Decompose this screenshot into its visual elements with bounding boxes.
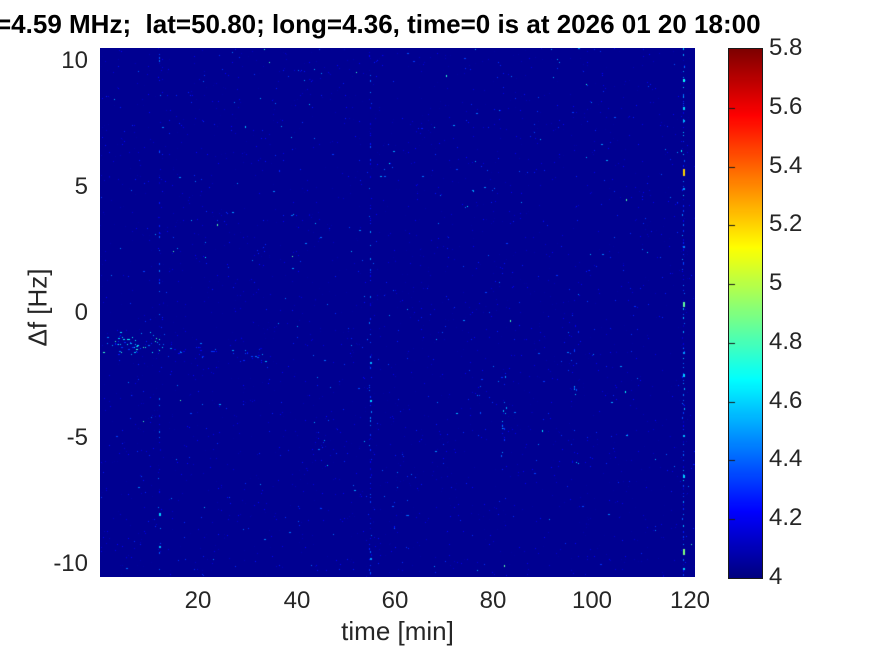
colorbar-tick-label: 4 bbox=[769, 563, 783, 590]
y-tick-label: 0 bbox=[74, 299, 88, 326]
colorbar-tick-label: 4.6 bbox=[769, 387, 803, 414]
y-tick-label: 10 bbox=[61, 47, 88, 74]
colorbar-tick-label: 5.6 bbox=[769, 93, 803, 120]
colorbar bbox=[728, 48, 763, 579]
y-tick-label: 5 bbox=[74, 173, 88, 200]
colorbar-tick-label: 5.4 bbox=[769, 152, 803, 179]
colorbar-tick-label: 4.4 bbox=[769, 445, 803, 472]
x-tick-label: 40 bbox=[283, 587, 311, 614]
x-tick-label: 100 bbox=[571, 587, 613, 614]
colorbar-tick-label: 5 bbox=[769, 269, 783, 296]
x-tick-label: 20 bbox=[184, 587, 212, 614]
colorbar-tick-label: 5.8 bbox=[769, 34, 803, 61]
x-tick-label: 60 bbox=[381, 587, 409, 614]
plot-title: =4.59 MHz; lat=50.80; long=4.36, time=0 … bbox=[0, 9, 761, 39]
y-tick-label: -10 bbox=[53, 550, 88, 577]
x-tick-label: 120 bbox=[669, 587, 711, 614]
x-axis-label: time [min] bbox=[341, 616, 454, 646]
colorbar-tick-label: 5.2 bbox=[769, 210, 803, 237]
colorbar-tick-label: 4.2 bbox=[769, 504, 803, 531]
heatmap-canvas bbox=[100, 48, 695, 577]
colorbar-tick-label: 4.8 bbox=[769, 328, 803, 355]
y-tick-label: -5 bbox=[66, 424, 88, 451]
x-tick-label: 80 bbox=[479, 587, 507, 614]
